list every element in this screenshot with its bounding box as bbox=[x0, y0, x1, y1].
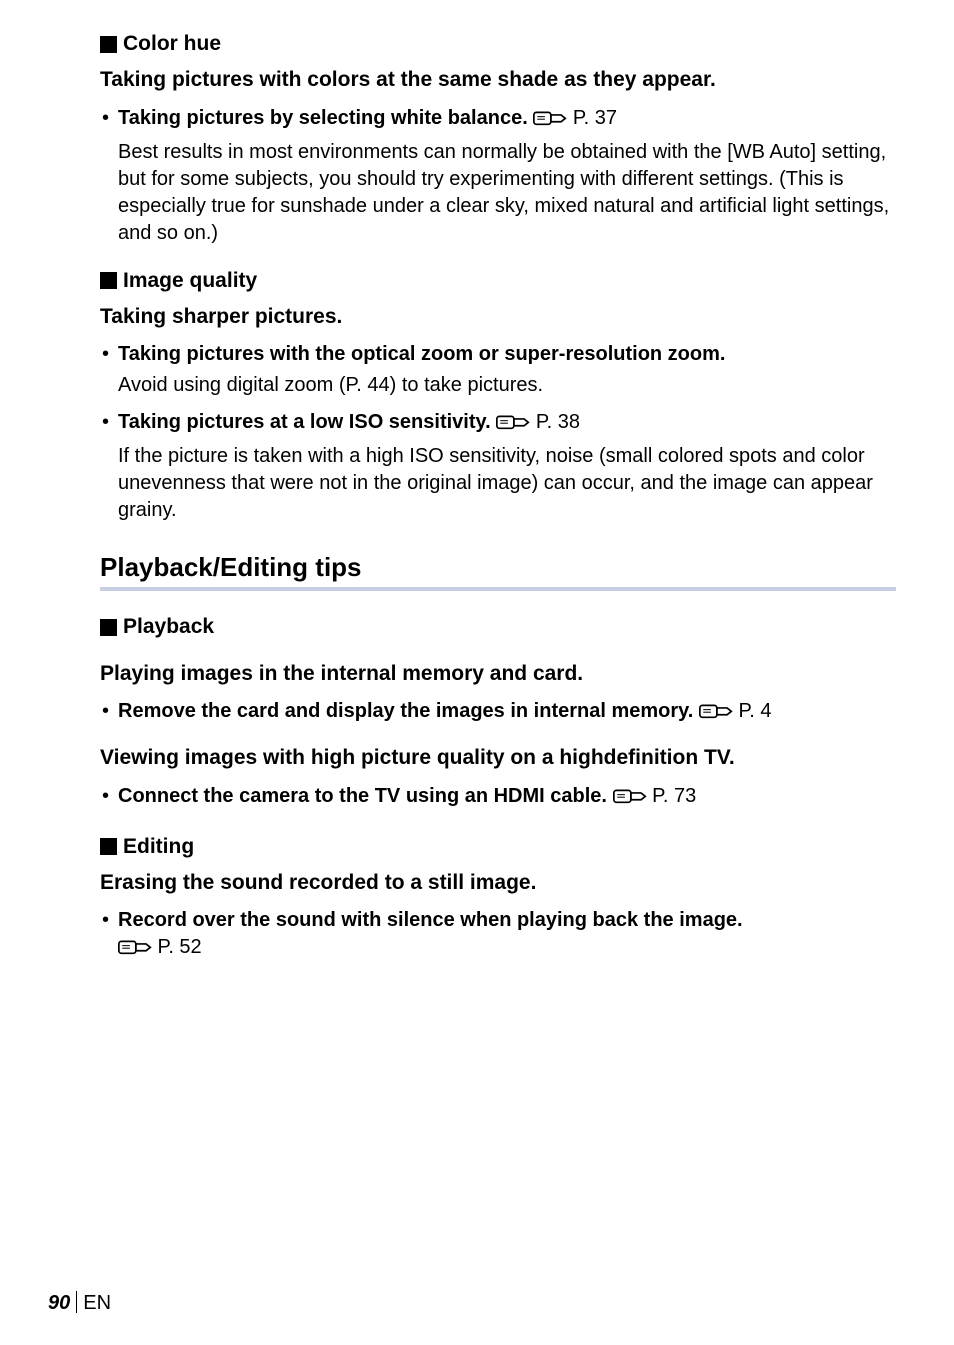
bullet-lead: Taking pictures by selecting white balan… bbox=[118, 107, 528, 129]
bullet-iq-2: • Taking pictures at a low ISO sensitivi… bbox=[100, 409, 896, 439]
subhead-pb-2: Viewing images with high picture quality… bbox=[100, 744, 896, 772]
header-image-quality: Image quality bbox=[100, 267, 896, 295]
header-text: Image quality bbox=[123, 267, 257, 295]
subhead-editing: Erasing the sound recorded to a still im… bbox=[100, 869, 896, 897]
header-color-hue: Color hue bbox=[100, 30, 896, 58]
section-playback: Playback Playing images in the internal … bbox=[100, 613, 896, 812]
bullet-pb-2: • Connect the camera to the TV using an … bbox=[100, 783, 896, 813]
bullet-lead: Taking pictures with the optical zoom or… bbox=[118, 343, 725, 365]
bullet-dot: • bbox=[100, 409, 118, 439]
subhead-color-hue: Taking pictures with colors at the same … bbox=[100, 66, 896, 94]
bullet-lead: Remove the card and display the images i… bbox=[118, 700, 693, 722]
bullet-dot: • bbox=[100, 698, 118, 728]
page-number-value: 90 bbox=[48, 1292, 70, 1314]
bullet-content: Taking pictures by selecting white balan… bbox=[118, 105, 896, 135]
bullet-content: Connect the camera to the TV using an HD… bbox=[118, 783, 896, 813]
page-ref: P. 73 bbox=[647, 785, 697, 807]
bullet-pb-1: • Remove the card and display the images… bbox=[100, 698, 896, 728]
bullet-lead: Taking pictures at a low ISO sensitivity… bbox=[118, 411, 491, 433]
square-bullet-icon bbox=[100, 838, 117, 855]
body-color-hue: Best results in most environments can no… bbox=[118, 139, 896, 247]
ref-icon bbox=[118, 937, 152, 964]
subhead-pb-1: Playing images in the internal memory an… bbox=[100, 660, 896, 688]
page-ref: P. 52 bbox=[152, 936, 202, 958]
bullet-content: Taking pictures at a low ISO sensitivity… bbox=[118, 409, 896, 439]
page-ref: P. 4 bbox=[733, 700, 772, 722]
square-bullet-icon bbox=[100, 272, 117, 289]
bullet-content: Taking pictures with the optical zoom or… bbox=[118, 341, 896, 368]
header-editing: Editing bbox=[100, 833, 896, 861]
page-ref: P. 38 bbox=[530, 411, 580, 433]
ref-icon bbox=[613, 786, 647, 813]
bullet-lead: Record over the sound with silence when … bbox=[118, 909, 743, 931]
header-playback: Playback bbox=[100, 613, 896, 641]
header-text: Color hue bbox=[123, 30, 221, 58]
square-bullet-icon bbox=[100, 619, 117, 636]
ref-icon bbox=[496, 412, 530, 439]
bullet-lead: Connect the camera to the TV using an HD… bbox=[118, 785, 607, 807]
bullet-ed-1: • Record over the sound with silence whe… bbox=[100, 907, 896, 964]
section-color-hue: Color hue Taking pictures with colors at… bbox=[100, 30, 896, 247]
body-iq-2: If the picture is taken with a high ISO … bbox=[118, 443, 896, 524]
section-image-quality: Image quality Taking sharper pictures. •… bbox=[100, 267, 896, 525]
square-bullet-icon bbox=[100, 36, 117, 53]
main-heading-playback-editing: Playback/Editing tips bbox=[100, 550, 896, 591]
page-lang: EN bbox=[83, 1292, 111, 1314]
subhead-image-quality: Taking sharper pictures. bbox=[100, 303, 896, 331]
bullet-dot: • bbox=[100, 907, 118, 964]
bullet-content: Record over the sound with silence when … bbox=[118, 907, 896, 964]
page-ref: P. 37 bbox=[567, 107, 617, 129]
body-iq-1: Avoid using digital zoom (P. 44) to take… bbox=[118, 372, 896, 399]
bullet-content: Remove the card and display the images i… bbox=[118, 698, 896, 728]
section-editing: Editing Erasing the sound recorded to a … bbox=[100, 833, 896, 965]
bullet-iq-1: • Taking pictures with the optical zoom … bbox=[100, 341, 896, 368]
ref-icon bbox=[699, 701, 733, 728]
page-number: 90 EN bbox=[48, 1290, 111, 1317]
bullet-dot: • bbox=[100, 341, 118, 368]
bullet-dot: • bbox=[100, 783, 118, 813]
header-text: Playback bbox=[123, 613, 214, 641]
bullet-color-hue: • Taking pictures by selecting white bal… bbox=[100, 105, 896, 135]
bullet-dot: • bbox=[100, 105, 118, 135]
header-text: Editing bbox=[123, 833, 194, 861]
ref-icon bbox=[533, 108, 567, 135]
page-divider bbox=[76, 1291, 77, 1313]
